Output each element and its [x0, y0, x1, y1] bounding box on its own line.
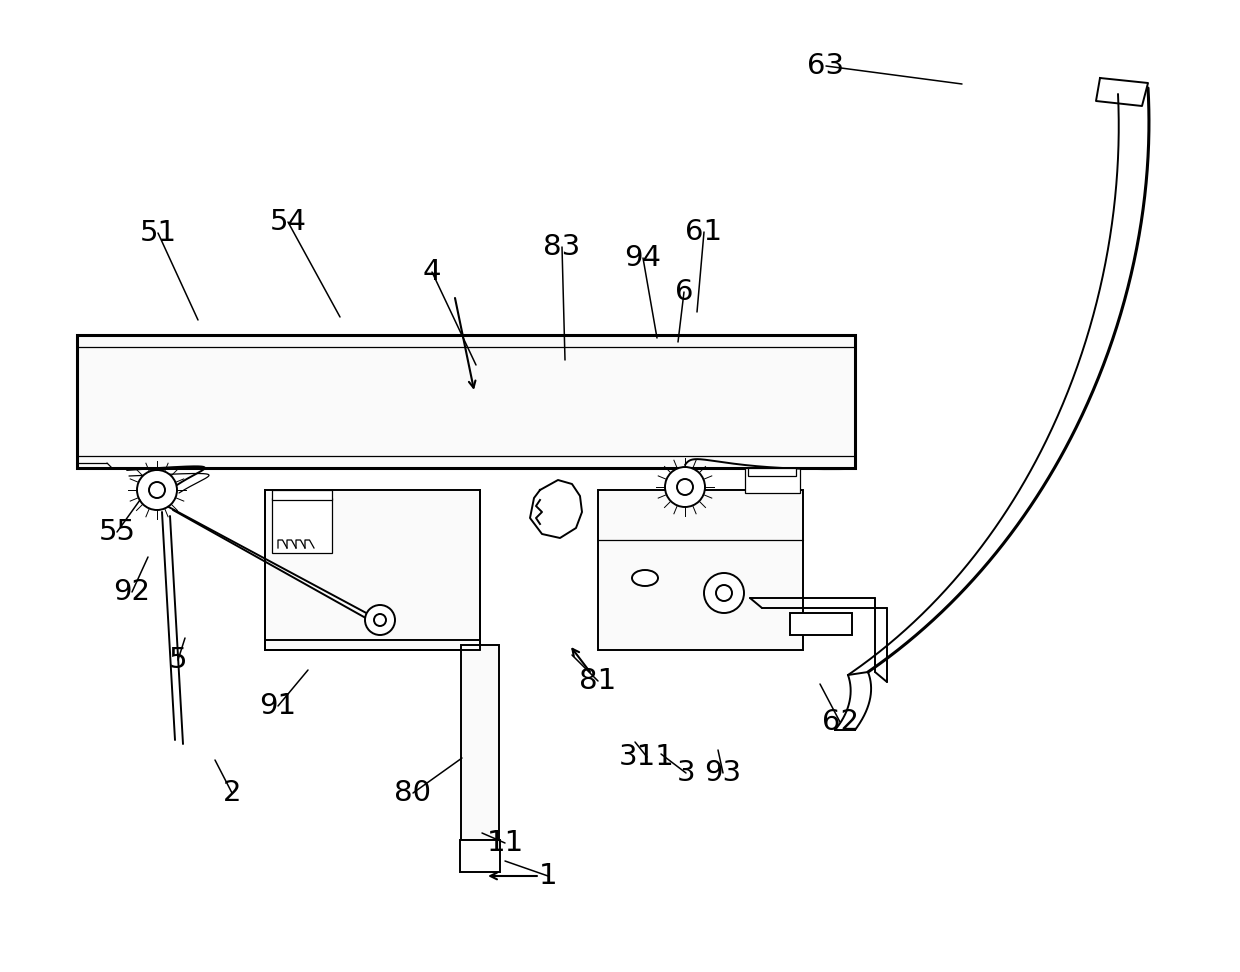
- Text: 51: 51: [139, 219, 176, 247]
- Text: 83: 83: [543, 233, 580, 261]
- Circle shape: [715, 585, 732, 601]
- Bar: [265, 490, 480, 648]
- Text: 4: 4: [423, 258, 441, 286]
- Text: 2: 2: [223, 779, 242, 807]
- Bar: [272, 498, 332, 553]
- Bar: [461, 645, 498, 840]
- Text: 6: 6: [675, 278, 693, 306]
- Text: 3: 3: [677, 759, 696, 787]
- Bar: [265, 640, 480, 650]
- Text: 62: 62: [821, 708, 858, 736]
- Text: 5: 5: [169, 646, 187, 674]
- Bar: [272, 490, 332, 500]
- Text: 93: 93: [704, 759, 742, 787]
- Ellipse shape: [632, 570, 658, 586]
- Circle shape: [365, 605, 396, 635]
- Text: 94: 94: [625, 244, 661, 272]
- Bar: [745, 468, 800, 493]
- Text: 92: 92: [114, 578, 150, 606]
- Bar: [748, 468, 796, 476]
- Circle shape: [677, 479, 693, 495]
- Text: 311: 311: [619, 743, 675, 771]
- Text: 61: 61: [686, 218, 723, 246]
- Text: 91: 91: [259, 692, 296, 720]
- Text: 1: 1: [538, 862, 557, 890]
- Circle shape: [149, 482, 165, 498]
- Circle shape: [374, 614, 386, 626]
- Bar: [598, 490, 804, 650]
- Text: 63: 63: [807, 52, 844, 80]
- Circle shape: [704, 573, 744, 613]
- Text: 81: 81: [579, 667, 616, 695]
- Text: 11: 11: [486, 829, 523, 857]
- Circle shape: [665, 467, 706, 507]
- Bar: [77, 335, 856, 468]
- Circle shape: [136, 470, 177, 510]
- Text: 80: 80: [394, 779, 432, 807]
- Text: 55: 55: [98, 518, 135, 546]
- Bar: [790, 613, 852, 635]
- Text: 54: 54: [269, 208, 306, 236]
- Bar: [460, 840, 500, 872]
